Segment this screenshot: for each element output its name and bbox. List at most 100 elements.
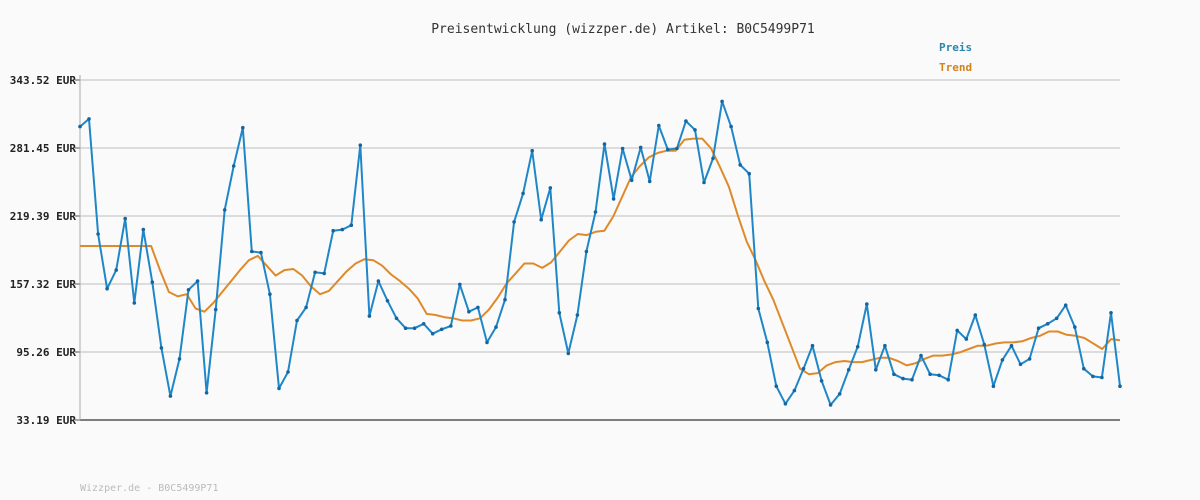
preis-point bbox=[919, 353, 923, 358]
preis-point bbox=[738, 163, 742, 167]
preis-point bbox=[874, 368, 878, 372]
preis-point bbox=[1000, 358, 1005, 362]
preis-line bbox=[79, 100, 1121, 406]
preis-point bbox=[566, 351, 571, 356]
preis-point bbox=[439, 327, 444, 332]
preis-point bbox=[828, 403, 833, 407]
footer-text: Wizzper.de - B0C5499P71 bbox=[80, 483, 218, 494]
legend-preis: Preis bbox=[939, 41, 972, 54]
preis-point bbox=[87, 117, 91, 121]
preis-point bbox=[1109, 311, 1113, 315]
preis-point bbox=[1082, 366, 1086, 371]
preis-point bbox=[575, 313, 580, 317]
series-group bbox=[78, 99, 1122, 407]
preis-point bbox=[376, 279, 381, 283]
preis-point bbox=[837, 392, 842, 396]
preis-point bbox=[1027, 357, 1032, 361]
preis-point bbox=[195, 279, 200, 283]
preis-point bbox=[901, 376, 905, 381]
preis-point bbox=[629, 178, 634, 183]
y-axis-ticks: 343.52 EUR 281.45 EUR 219.39 EUR 157.32 EUR… bbox=[10, 74, 80, 427]
preis-point bbox=[1045, 322, 1050, 326]
preis-point bbox=[304, 305, 308, 310]
preis-point bbox=[756, 306, 761, 311]
preis-point bbox=[530, 148, 534, 153]
preis-point bbox=[132, 301, 137, 305]
preis-point bbox=[747, 171, 751, 176]
preis-point bbox=[684, 119, 688, 123]
preis-point bbox=[512, 220, 516, 224]
preis-point bbox=[421, 322, 426, 326]
preis-point bbox=[349, 223, 354, 227]
preis-point bbox=[123, 216, 127, 221]
preis-point bbox=[259, 250, 263, 255]
preis-point bbox=[810, 343, 815, 348]
preis-point bbox=[295, 318, 299, 323]
legend-trend: Trend bbox=[939, 61, 972, 74]
preis-point bbox=[503, 297, 507, 302]
preis-point bbox=[1100, 375, 1104, 380]
preis-point bbox=[367, 314, 372, 318]
preis-point bbox=[340, 227, 345, 232]
y-tick-label: 157.32 EUR bbox=[10, 278, 77, 291]
preis-point bbox=[1091, 374, 1095, 379]
preis-point bbox=[910, 377, 914, 382]
preis-point bbox=[141, 227, 146, 232]
preis-point bbox=[720, 99, 724, 104]
preis-point bbox=[485, 340, 489, 345]
preis-point bbox=[955, 328, 959, 333]
preis-point bbox=[96, 232, 100, 236]
preis-point bbox=[1073, 325, 1077, 329]
preis-point bbox=[430, 331, 435, 336]
preis-point bbox=[1009, 343, 1014, 348]
preis-point bbox=[855, 345, 860, 349]
preis-point bbox=[539, 217, 543, 222]
preis-point bbox=[277, 386, 281, 391]
preis-point bbox=[711, 156, 715, 161]
preis-point bbox=[702, 180, 706, 185]
preis-point bbox=[222, 208, 227, 212]
preis-point bbox=[467, 309, 471, 314]
preis-point bbox=[946, 377, 950, 382]
preis-point bbox=[846, 368, 851, 372]
preis-point bbox=[584, 249, 589, 254]
preis-point bbox=[159, 346, 164, 350]
preis-point bbox=[693, 128, 697, 132]
preis-point bbox=[476, 305, 480, 310]
preis-point bbox=[593, 210, 598, 214]
preis-point bbox=[657, 123, 661, 128]
preis-point bbox=[449, 324, 453, 328]
y-tick-label: 33.19 EUR bbox=[16, 414, 76, 427]
preis-point bbox=[412, 326, 417, 331]
preis-point bbox=[78, 124, 82, 129]
preis-point bbox=[105, 286, 109, 291]
preis-point bbox=[1054, 316, 1059, 321]
preis-point bbox=[394, 316, 399, 321]
preis-point bbox=[114, 268, 118, 272]
preis-point bbox=[620, 146, 625, 151]
preis-point bbox=[186, 288, 191, 292]
y-tick-label: 219.39 EUR bbox=[10, 210, 77, 223]
preis-point bbox=[268, 292, 272, 297]
chart-title: Preisentwicklung (wizzper.de) Artikel: B… bbox=[431, 22, 815, 37]
preis-point bbox=[892, 372, 896, 377]
preis-point bbox=[865, 302, 869, 306]
preis-point bbox=[204, 391, 209, 395]
preis-point bbox=[1036, 326, 1041, 331]
preis-point bbox=[982, 342, 987, 347]
preis-point bbox=[403, 326, 408, 331]
grid-lines bbox=[80, 79, 1120, 353]
preis-point bbox=[973, 313, 978, 317]
preis-point bbox=[937, 373, 941, 378]
preis-point bbox=[783, 402, 788, 406]
preis-point bbox=[666, 147, 670, 152]
preis-point bbox=[521, 191, 525, 196]
y-tick-label: 95.26 EUR bbox=[16, 346, 76, 359]
preis-point bbox=[801, 366, 806, 371]
preis-point bbox=[883, 343, 887, 348]
preis-point bbox=[991, 384, 996, 389]
preis-point bbox=[168, 394, 173, 398]
preis-point bbox=[250, 249, 254, 254]
preis-point bbox=[150, 280, 155, 285]
preis-point bbox=[729, 124, 733, 129]
